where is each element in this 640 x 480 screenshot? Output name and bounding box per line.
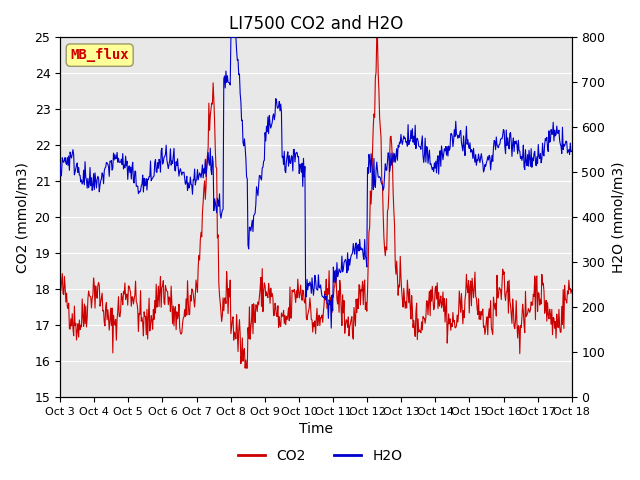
Y-axis label: CO2 (mmol/m3): CO2 (mmol/m3) — [15, 162, 29, 273]
Y-axis label: H2O (mmol/m3): H2O (mmol/m3) — [611, 161, 625, 273]
X-axis label: Time: Time — [299, 422, 333, 436]
Text: MB_flux: MB_flux — [70, 48, 129, 62]
Legend: CO2, H2O: CO2, H2O — [232, 443, 408, 468]
Title: LI7500 CO2 and H2O: LI7500 CO2 and H2O — [229, 15, 403, 33]
